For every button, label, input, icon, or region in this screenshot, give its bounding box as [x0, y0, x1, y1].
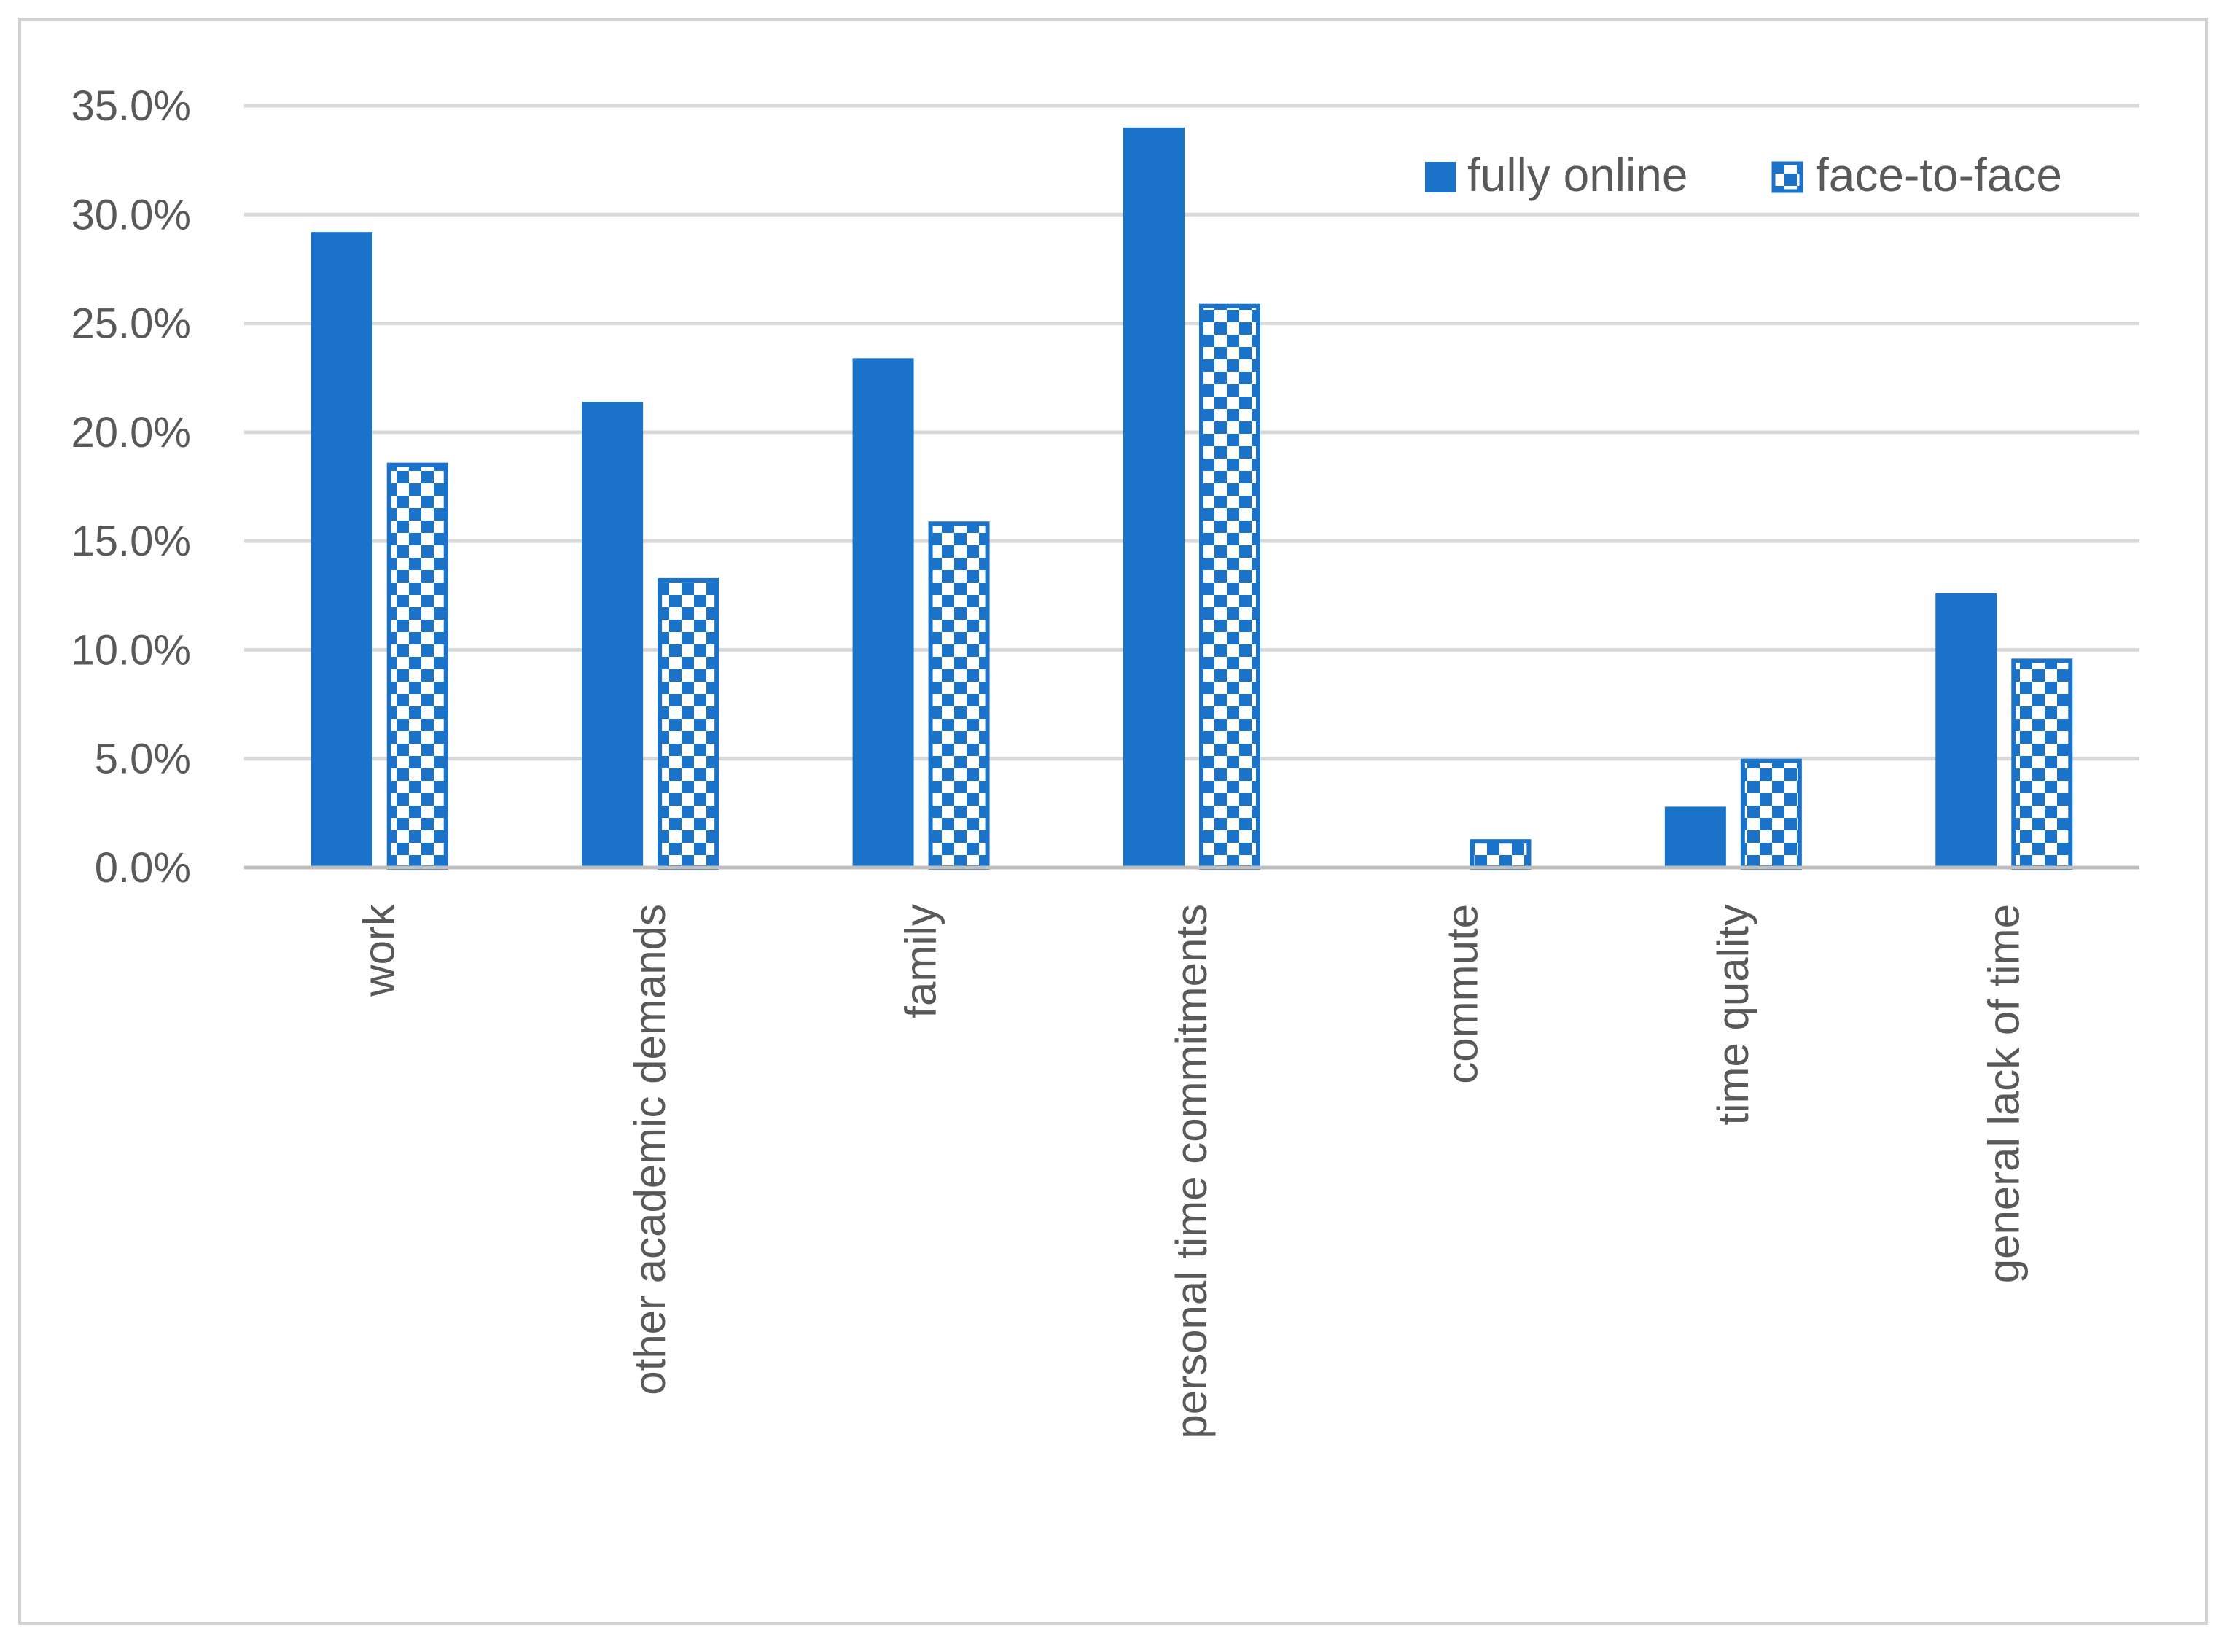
bar-fully-online-family — [852, 358, 914, 868]
x-category-label: family — [897, 904, 945, 1018]
x-category-label: work — [355, 903, 404, 997]
bar-face-to-face-other-academic-demands — [658, 577, 719, 870]
chart-border — [18, 18, 2208, 1625]
bar-face-to-face-personal-time-commitments — [1199, 303, 1260, 870]
x-category-label: personal time commitments — [1167, 904, 1216, 1439]
bar-face-to-face-general-lack-of-time — [2011, 658, 2073, 870]
bar-face-to-face-time-quality — [1740, 758, 1802, 870]
legend-swatch-face-to-face — [1771, 161, 1803, 193]
y-tick-label: 15.0% — [71, 518, 191, 565]
gridlines — [244, 104, 2139, 761]
x-category-label: general lack of time — [1979, 904, 2028, 1283]
legend: fully online face-to-face — [1425, 149, 2062, 201]
bar-fully-online-time-quality — [1664, 806, 1726, 868]
x-category-label: time quality — [1709, 904, 1757, 1125]
bars — [311, 127, 2073, 870]
bar-face-to-face-work — [386, 462, 448, 870]
x-axis-category-labels: work other academic demands family personal… — [355, 903, 2029, 1439]
x-category-label: other academic demands — [625, 904, 674, 1395]
y-tick-label: 10.0% — [71, 626, 191, 674]
y-axis-ticks: 0.0% 5.0% 10.0% 15.0% 20.0% 25.0% 30.0% 35.0% — [71, 82, 191, 892]
bar-face-to-face-family — [928, 521, 990, 870]
y-tick-label: 35.0% — [71, 82, 191, 130]
y-tick-label: 30.0% — [71, 191, 191, 238]
legend-label-face-to-face: face-to-face — [1816, 149, 2062, 201]
x-category-label: commute — [1437, 904, 1486, 1084]
legend-label-fully-online: fully online — [1467, 149, 1687, 201]
legend-swatch-fully-online — [1425, 162, 1456, 192]
bar-fully-online-other-academic-demands — [582, 402, 644, 868]
bar-fully-online-work — [311, 232, 372, 868]
y-tick-label: 5.0% — [95, 736, 191, 783]
bar-face-to-face-commute — [1470, 839, 1532, 870]
y-tick-label: 20.0% — [71, 409, 191, 456]
bar-fully-online-personal-time-commitments — [1123, 127, 1185, 868]
y-tick-label: 25.0% — [71, 300, 191, 348]
y-tick-label: 0.0% — [95, 844, 191, 892]
bar-fully-online-general-lack-of-time — [1935, 593, 1997, 868]
